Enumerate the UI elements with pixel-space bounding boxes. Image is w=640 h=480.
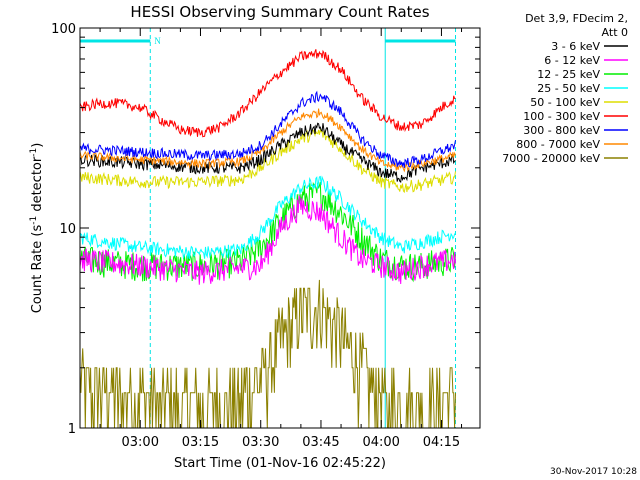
legend-label-1: 6 - 12 keV	[544, 54, 600, 67]
x-tick-label: 03:00	[122, 435, 159, 450]
x-axis: 03:00 03:15 03:30 03:45 04:00 04:15	[99, 28, 463, 450]
x-axis-label: Start Time (01-Nov-16 02:45:22)	[174, 456, 386, 471]
series-line-8	[79, 279, 456, 429]
legend-label-2: 12 - 25 keV	[537, 68, 600, 81]
series-line-7	[79, 108, 456, 173]
legend-label-4: 50 - 100 keV	[530, 96, 600, 109]
x-tick-label: 04:15	[423, 435, 460, 450]
legend-label-7: 800 - 7000 keV	[516, 138, 600, 151]
x-tick-label: 04:00	[362, 435, 399, 450]
legend-label-0: 3 - 6 keV	[551, 40, 600, 53]
y-axis-label: Count Rate (s-1 detector-1)	[29, 143, 45, 314]
legend-header-line-1: Det 3,9, FDecim 2,	[525, 12, 628, 25]
night-label: N	[154, 36, 161, 46]
series-line-0	[79, 122, 456, 184]
legend-label-3: 25 - 50 keV	[537, 82, 600, 95]
series-line-3	[79, 175, 456, 260]
series-line-2	[79, 181, 456, 283]
series-line-5	[79, 49, 456, 138]
legend-header-line-2: Att 0	[602, 26, 628, 39]
series-layer	[79, 49, 456, 429]
legend-label-6: 300 - 800 keV	[523, 124, 600, 137]
x-tick-label: 03:15	[182, 435, 219, 450]
series-line-4	[79, 128, 456, 194]
series-line-1	[79, 194, 456, 285]
chart-title: HESSI Observing Summary Count Rates	[130, 3, 429, 21]
y-tick-label: 10	[59, 222, 76, 237]
x-tick-label: 03:45	[302, 435, 339, 450]
legend-label-5: 100 - 300 keV	[523, 110, 600, 123]
legend-label-8: 7000 - 20000 keV	[502, 152, 600, 165]
x-tick-label: 03:30	[242, 435, 279, 450]
timestamp: 30-Nov-2017 10:28	[550, 467, 637, 477]
y-tick-label: 1	[68, 422, 76, 437]
series-line-6	[79, 90, 456, 169]
y-axis: 1 10 100	[51, 22, 480, 437]
y-tick-label: 100	[51, 22, 76, 37]
